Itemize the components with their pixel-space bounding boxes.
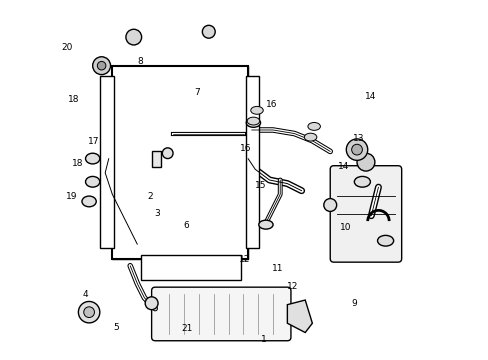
Text: 1: 1 [260, 335, 266, 344]
Bar [100, 76, 114, 248]
Circle shape [356, 153, 374, 171]
Circle shape [93, 57, 110, 75]
Text: 14: 14 [364, 91, 375, 100]
FancyBboxPatch shape [329, 166, 401, 262]
Text: 4: 4 [82, 290, 88, 299]
Ellipse shape [304, 133, 316, 141]
Text: 13: 13 [352, 134, 364, 143]
Text: 12: 12 [286, 282, 298, 291]
Ellipse shape [377, 235, 393, 246]
Bar [141, 255, 241, 280]
Circle shape [162, 148, 173, 158]
Circle shape [125, 29, 142, 45]
Text: 10: 10 [340, 223, 351, 232]
Text: 6: 6 [183, 221, 189, 230]
Text: 20: 20 [61, 43, 73, 52]
Circle shape [97, 62, 106, 70]
Polygon shape [287, 300, 312, 333]
Ellipse shape [246, 117, 259, 125]
Bar [246, 76, 258, 248]
Bar [112, 66, 247, 258]
Text: 14: 14 [337, 162, 348, 171]
Text: 15: 15 [255, 181, 266, 190]
Circle shape [202, 25, 215, 38]
Circle shape [78, 301, 100, 323]
Text: 18: 18 [68, 95, 80, 104]
Text: 11: 11 [271, 264, 283, 273]
Ellipse shape [85, 176, 100, 187]
Circle shape [145, 297, 158, 310]
Ellipse shape [246, 118, 260, 127]
Ellipse shape [250, 107, 263, 114]
Text: 7: 7 [193, 88, 199, 97]
Text: 2: 2 [147, 192, 153, 201]
Ellipse shape [82, 196, 96, 207]
Text: 18: 18 [71, 159, 83, 168]
Ellipse shape [258, 220, 272, 229]
Ellipse shape [354, 176, 370, 187]
Ellipse shape [307, 122, 320, 130]
Text: 16: 16 [265, 100, 277, 109]
Text: 21: 21 [181, 324, 192, 333]
Text: 19: 19 [66, 192, 77, 201]
Text: 5: 5 [113, 323, 119, 332]
Circle shape [346, 139, 367, 160]
Text: 16: 16 [240, 144, 251, 153]
Circle shape [351, 144, 362, 155]
Text: 9: 9 [350, 299, 356, 308]
Bar [151, 152, 160, 167]
Bar [112, 66, 247, 258]
Text: 3: 3 [154, 209, 160, 218]
Text: 17: 17 [88, 137, 100, 146]
FancyBboxPatch shape [151, 287, 290, 341]
Text: 8: 8 [137, 57, 142, 66]
Circle shape [83, 307, 94, 318]
Ellipse shape [85, 153, 100, 164]
Circle shape [323, 199, 336, 211]
Text: 12: 12 [238, 255, 250, 264]
